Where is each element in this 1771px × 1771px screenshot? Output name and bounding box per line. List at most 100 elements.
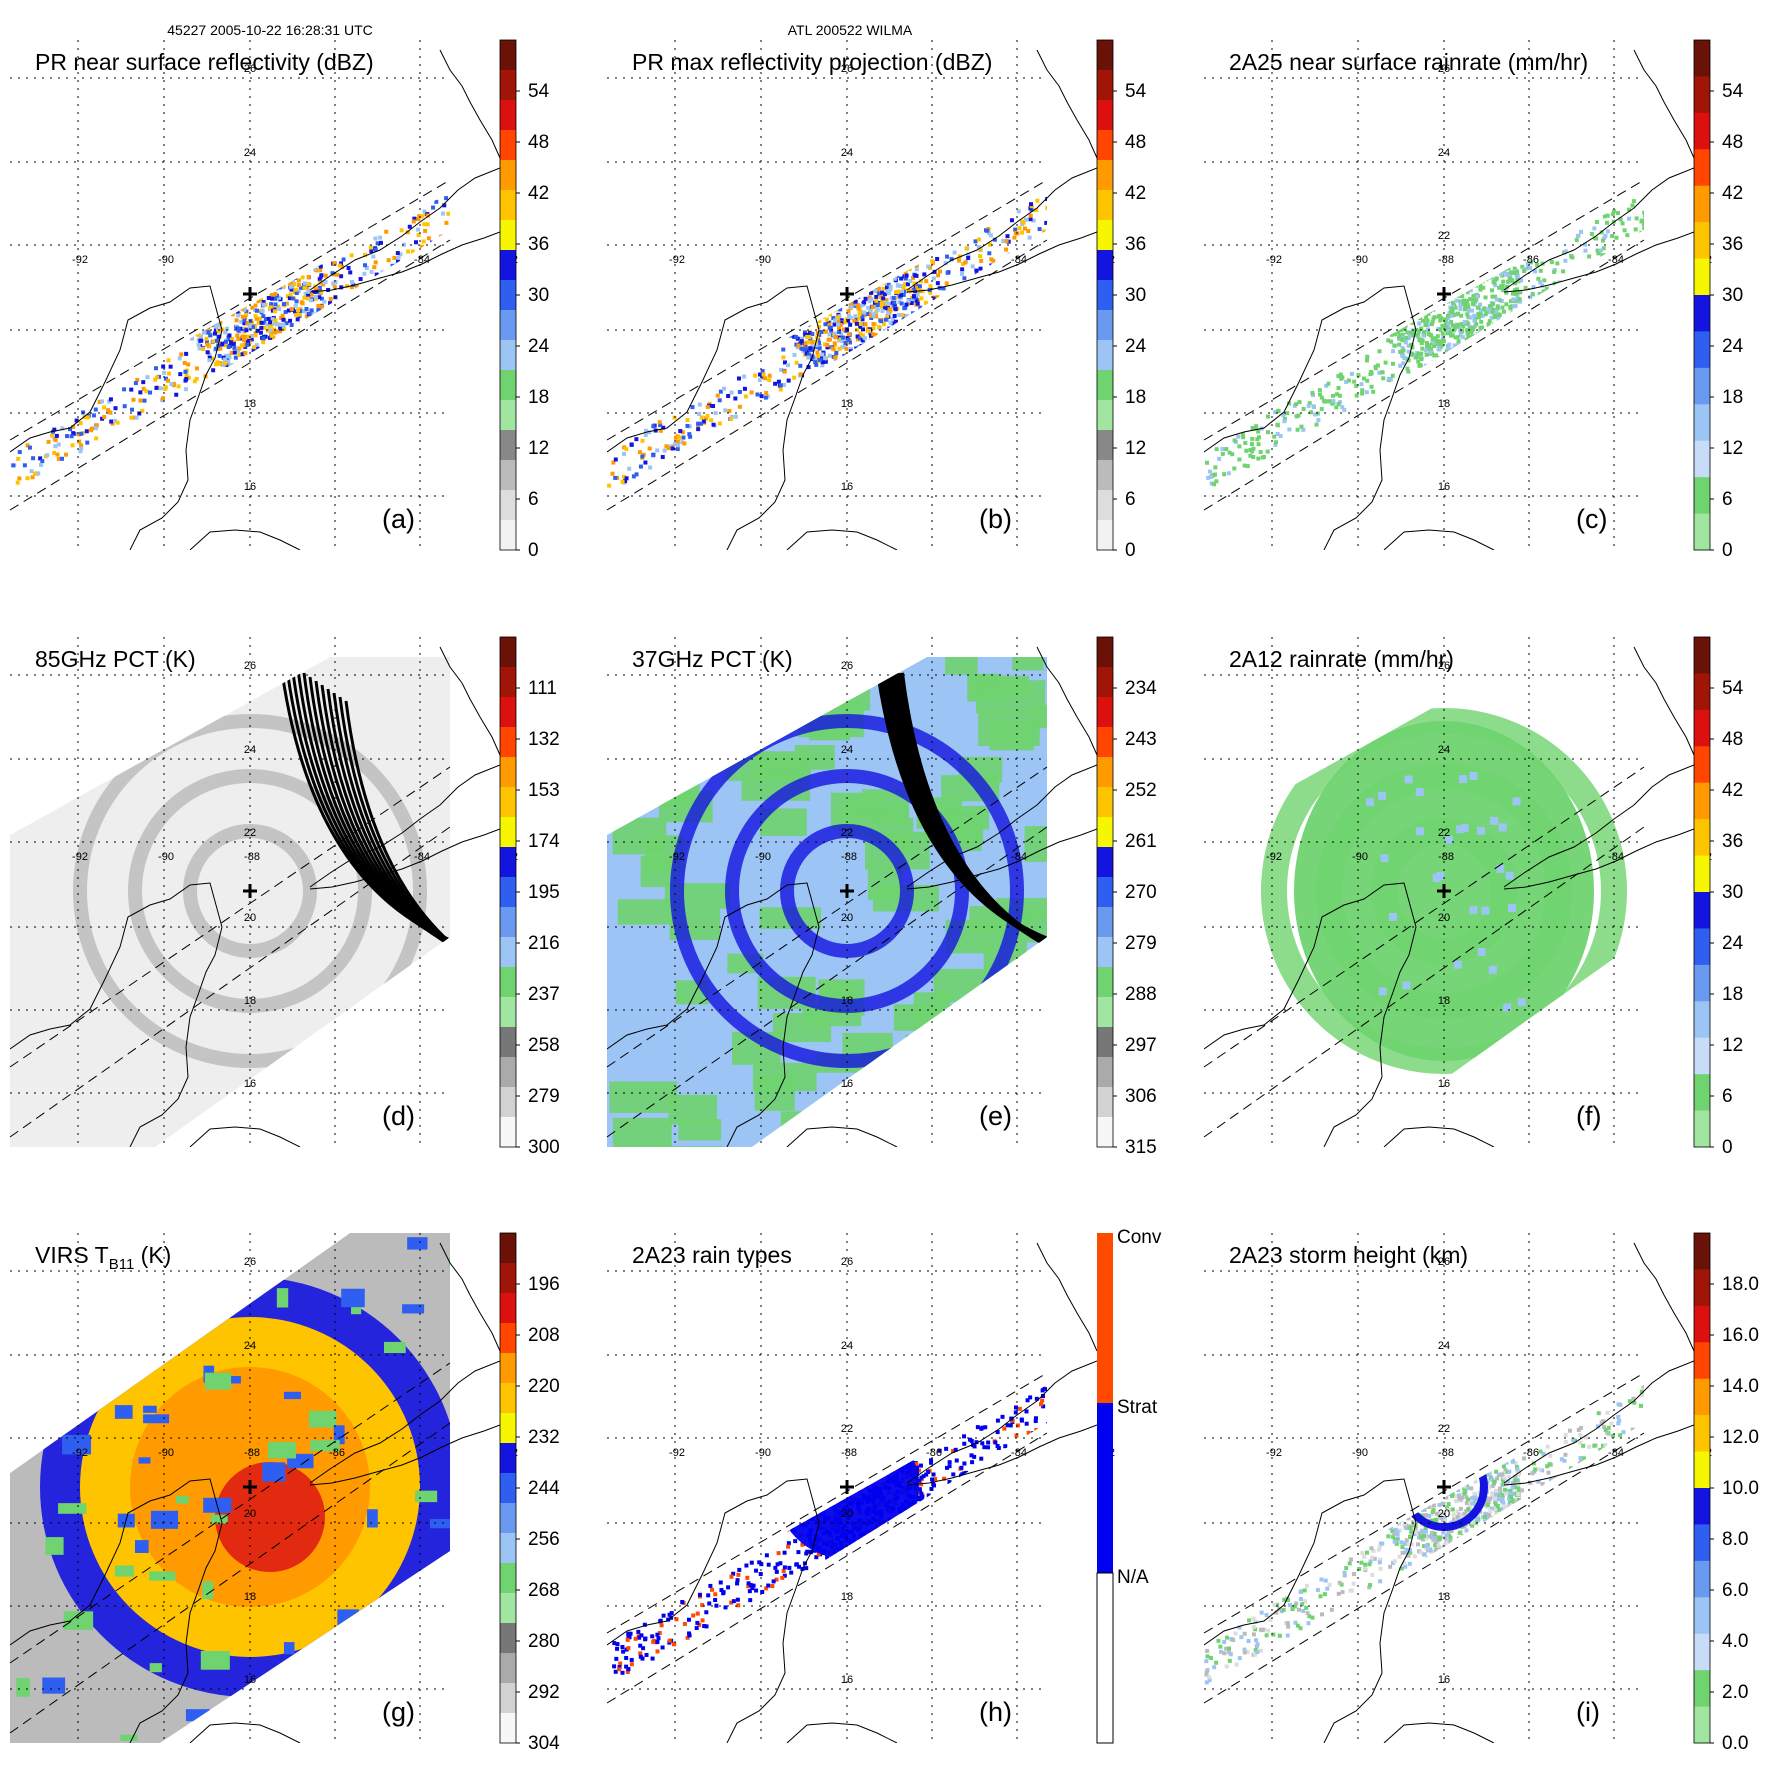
- echo-pixel: [812, 1473, 817, 1478]
- echo-pixel: [223, 361, 228, 366]
- echo-pixel: [816, 354, 821, 359]
- echo-pixel: [294, 299, 299, 304]
- echo-pixel: [1411, 299, 1416, 304]
- echo-pixel: [802, 281, 807, 286]
- echo-pixel: [190, 255, 195, 260]
- echo-pixel: [862, 281, 867, 286]
- echo-pixel: [206, 254, 211, 259]
- echo-pixel: [157, 374, 162, 379]
- colorbar-segment: [500, 727, 516, 758]
- echo-pixel: [1430, 274, 1435, 279]
- data-field: [10, 1233, 450, 1743]
- echo-pixel: [1045, 205, 1047, 210]
- echo-pixel: [1453, 260, 1458, 265]
- echo-pixel: [50, 433, 55, 438]
- colorbar-segment: [1694, 149, 1710, 187]
- lon-tick-label: -90: [158, 254, 174, 266]
- panel-title-main: VIRS T: [35, 1242, 109, 1268]
- echo-pixel: [816, 337, 821, 342]
- echo-pixel: [849, 230, 854, 235]
- echo-pixel: [902, 1439, 907, 1444]
- echo-pixel: [803, 1433, 808, 1438]
- echo-pixel: [261, 340, 266, 345]
- echo-pixel: [256, 320, 261, 325]
- echo-pixel: [857, 1429, 862, 1434]
- echo-pixel: [1413, 254, 1418, 259]
- echo-pixel: [176, 301, 181, 306]
- echo-pixel: [1475, 332, 1480, 337]
- echo-pixel: [1493, 348, 1498, 353]
- echo-pixel: [1419, 326, 1424, 331]
- echo-pixel: [952, 250, 957, 255]
- colorbar-label: 0: [1125, 540, 1136, 561]
- echo-pixel: [237, 353, 242, 358]
- coastline: [10, 49, 500, 550]
- echo-pixel: [1405, 356, 1410, 361]
- lat-tick-label: 26: [1438, 660, 1450, 672]
- echo-pixel: [872, 1418, 877, 1423]
- echo-pixel: [763, 376, 768, 381]
- echo-pixel: [1439, 246, 1444, 251]
- echo-pixel: [1506, 266, 1511, 271]
- echo-pixel: [244, 273, 249, 278]
- echo-pixel: [911, 1452, 916, 1457]
- lon-tick-label: -84: [414, 254, 430, 266]
- echo-pixel: [316, 308, 321, 313]
- echo-pixel: [1485, 349, 1490, 354]
- echo-pixel: [1317, 388, 1322, 393]
- echo-pixel: [699, 415, 704, 420]
- echo-pixel: [862, 281, 867, 286]
- echo-pixel: [1482, 306, 1487, 311]
- echo-pixel: [838, 230, 843, 235]
- echo-pixel: [780, 1465, 785, 1470]
- echo-pixel: [1371, 389, 1376, 394]
- echo-pixel: [841, 1441, 846, 1446]
- echo-pixel: [781, 282, 786, 287]
- echo-pixel: [794, 1512, 799, 1517]
- echo-pixel: [1385, 290, 1390, 295]
- echo-pixel: [197, 248, 202, 253]
- echo-pixel: [260, 270, 265, 275]
- echo-pixel: [281, 275, 286, 280]
- echo-pixel: [872, 350, 877, 355]
- echo-pixel: [888, 1540, 893, 1545]
- echo-pixel: [259, 365, 264, 370]
- echo-pixel: [298, 286, 303, 291]
- echo-pixel: [787, 310, 792, 315]
- echo-pixel: [814, 1477, 819, 1482]
- colorbar-segment: [1097, 817, 1113, 848]
- echo-pixel: [302, 295, 307, 300]
- echo-pixel: [1401, 290, 1406, 295]
- lat-tick-label: 18: [1438, 995, 1450, 1007]
- colorbar-segment: [1097, 70, 1113, 101]
- echo-pixel: [177, 287, 182, 292]
- echo-pixel: [277, 306, 282, 311]
- echo-pixel: [262, 248, 267, 253]
- echo-pixel: [1382, 273, 1387, 278]
- echo-pixel: [270, 317, 275, 322]
- echo-pixel: [1254, 424, 1259, 429]
- echo-pixel: [222, 357, 227, 362]
- echo-pixel: [195, 256, 200, 261]
- echo-pixel: [797, 1450, 802, 1455]
- echo-pixel: [675, 447, 680, 452]
- echo-pixel: [1241, 435, 1246, 440]
- echo-pixel: [880, 262, 885, 267]
- echo-pixel: [305, 285, 310, 290]
- echo-pixel: [844, 1458, 849, 1463]
- echo-pixel: [687, 432, 692, 437]
- echo-pixel: [829, 329, 834, 334]
- echo-pixel: [1466, 247, 1471, 252]
- echo-pixel: [275, 239, 280, 244]
- echo-pixel: [267, 280, 272, 285]
- echo-pixel: [277, 345, 282, 350]
- echo-pixel: [1330, 401, 1335, 406]
- echo-pixel: [894, 1444, 899, 1449]
- echo-pixel: [210, 270, 215, 275]
- echo-pixel: [989, 263, 994, 268]
- echo-pixel: [697, 402, 702, 407]
- echo-pixel: [196, 265, 201, 270]
- lat-tick-label: 26: [1438, 63, 1450, 75]
- echo-pixel: [1248, 453, 1253, 458]
- echo-pixel: [899, 289, 904, 294]
